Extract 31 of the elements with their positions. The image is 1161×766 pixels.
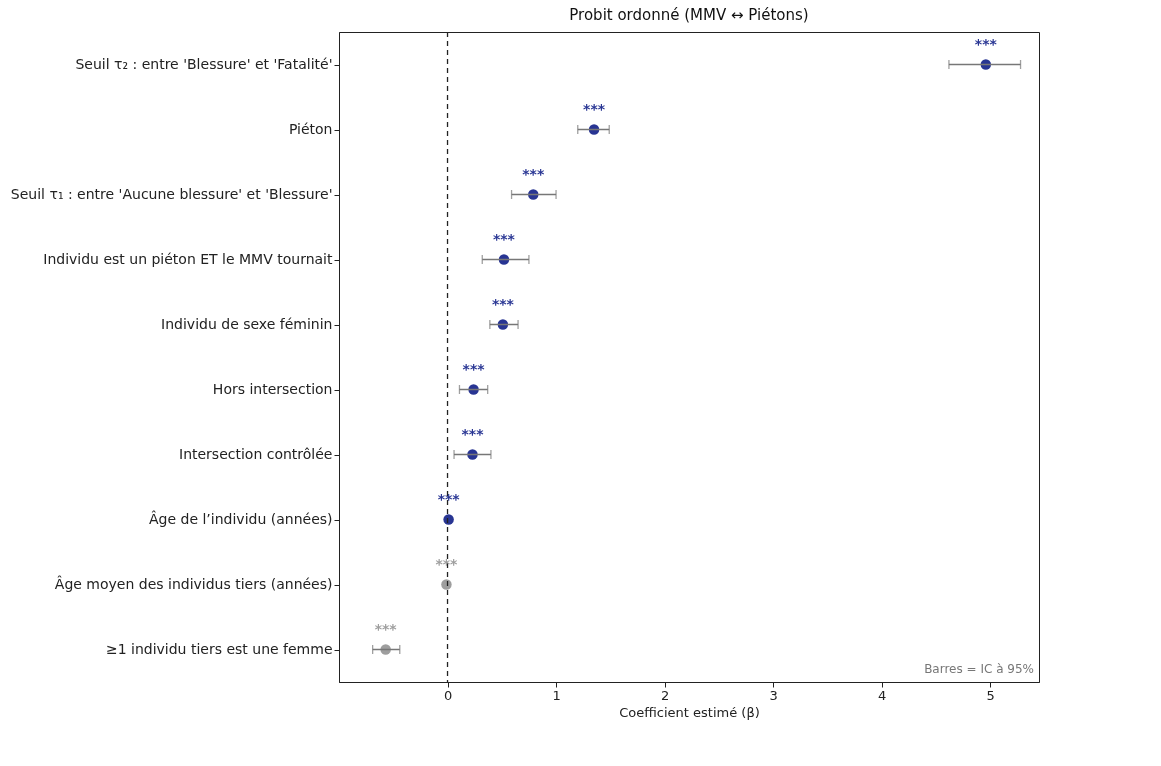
y-tick-label: Âge de l’individu (années) xyxy=(148,510,333,527)
x-tick-label: 2 xyxy=(660,687,670,703)
y-tick-label: Individu est un piéton ET le MMV tournait xyxy=(43,251,333,267)
x-tick-label: 0 xyxy=(443,687,453,703)
annotation: Barres = IC à 95% xyxy=(924,662,1034,676)
y-tick-label: Piéton xyxy=(288,121,333,137)
annotation: *** xyxy=(462,360,486,377)
x-axis-title: Coefficient estimé (β) xyxy=(619,704,760,720)
annotation: *** xyxy=(374,620,398,637)
x-tick-label: 4 xyxy=(878,687,887,703)
annotation: *** xyxy=(522,165,545,182)
y-tick-label: Seuil τ₁ : entre 'Aucune blessure' et 'Blessure' xyxy=(10,186,333,202)
annotation: *** xyxy=(583,100,606,117)
annotation: *** xyxy=(492,230,516,247)
x-tick-label: 3 xyxy=(769,687,778,703)
y-tick-label: Intersection contrôlée xyxy=(179,446,333,462)
y-tick-label: Âge moyen des individus tiers (années) xyxy=(54,575,333,592)
y-tick-label: Seuil τ₂ : entre 'Blessure' et 'Fatalité' xyxy=(75,56,333,72)
x-tick-label: 1 xyxy=(552,687,561,703)
point xyxy=(441,579,452,590)
annotation: *** xyxy=(491,295,515,312)
y-tick-label: Hors intersection xyxy=(212,381,333,397)
point xyxy=(443,514,454,525)
chart-title: Probit ordonné (MMV ↔ Piétons) xyxy=(569,6,809,25)
annotation: *** xyxy=(974,35,998,52)
y-tick-label: ≥1 individu tiers est une femme xyxy=(105,641,333,657)
y-tick-label: Individu de sexe féminin xyxy=(161,316,333,332)
annotation: *** xyxy=(461,425,485,442)
annotation: *** xyxy=(435,555,459,572)
x-tick-label: 5 xyxy=(986,687,995,703)
annotation: *** xyxy=(437,490,461,507)
